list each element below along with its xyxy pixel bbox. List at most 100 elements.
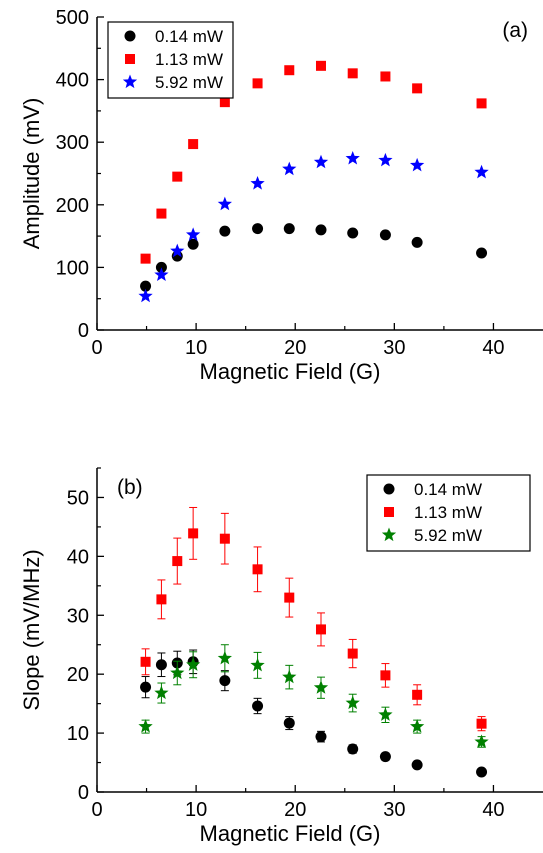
legend-marker	[381, 527, 397, 542]
data-point	[219, 533, 230, 544]
data-point	[217, 650, 232, 665]
series-star	[138, 644, 489, 748]
data-point	[474, 734, 489, 748]
x-tick-label: 0	[91, 799, 102, 821]
data-point	[315, 624, 326, 635]
y-tick-label: 400	[56, 70, 89, 92]
legend-label: 5.92 mW	[414, 526, 482, 545]
data-point	[412, 689, 423, 700]
y-tick-label: 300	[56, 132, 89, 154]
data-point	[140, 253, 151, 264]
y-tick-label: 0	[78, 782, 89, 804]
x-tick-label: 0	[91, 337, 102, 359]
x-tick-label: 10	[185, 799, 207, 821]
data-point	[315, 60, 326, 71]
data-point	[380, 71, 391, 82]
x-tick-label: 30	[383, 799, 405, 821]
series-star	[138, 150, 489, 303]
legend-marker	[384, 507, 394, 517]
data-point	[412, 83, 423, 94]
y-tick-label: 30	[67, 605, 89, 627]
data-point	[172, 171, 183, 182]
x-tick-label: 40	[482, 337, 504, 359]
y-tick-label: 20	[67, 664, 89, 686]
data-point	[476, 766, 488, 778]
legend-label: 0.14 mW	[414, 480, 482, 499]
data-point	[154, 685, 169, 700]
data-point	[156, 594, 167, 605]
data-point	[379, 751, 391, 763]
data-point	[378, 152, 393, 167]
data-point	[379, 229, 391, 241]
data-point	[345, 150, 360, 165]
x-tick-label: 20	[284, 799, 306, 821]
legend: 0.14 mW 1.13 mW 5.92 mW	[107, 21, 234, 99]
legend-label: 5.92 mW	[155, 73, 223, 92]
data-point	[315, 224, 327, 236]
chart-panel-b: 0 10 20 30 40 0 10 20 30 40 50 Magnetic Field (G) Sl…	[19, 467, 543, 846]
data-point	[282, 669, 297, 684]
data-point	[313, 154, 329, 169]
data-point	[170, 243, 185, 258]
series-square	[140, 506, 487, 732]
panel-label: (b)	[117, 476, 143, 499]
y-tick-label: 50	[67, 487, 89, 509]
series-circle	[140, 649, 488, 778]
legend-label: 1.13 mW	[155, 50, 223, 69]
data-point	[155, 261, 167, 273]
legend: 0.14 mW 1.13 mW 5.92 mW	[366, 474, 531, 552]
data-point	[250, 657, 265, 672]
data-point	[140, 681, 152, 693]
x-axis-title: Magnetic Field (G)	[200, 821, 381, 846]
legend-label: 1.13 mW	[414, 503, 482, 522]
data-point	[217, 196, 232, 211]
y-axis-title: Amplitude (mV)	[19, 98, 44, 250]
data-point	[156, 208, 167, 219]
data-point	[252, 700, 264, 712]
data-point	[313, 680, 329, 694]
y-tick-label: 0	[78, 320, 89, 342]
data-point	[252, 564, 263, 575]
data-point	[187, 238, 199, 250]
data-point	[282, 161, 297, 176]
y-axis-title: Slope (mV/MHz)	[19, 549, 44, 710]
data-point	[250, 176, 265, 190]
y-tick-label: 40	[67, 546, 89, 568]
data-point	[411, 759, 423, 771]
data-point	[140, 280, 152, 292]
y-tick-label: 500	[56, 7, 89, 29]
data-point	[170, 665, 185, 680]
series-square	[140, 60, 487, 264]
data-point	[380, 670, 391, 681]
data-point	[219, 225, 231, 237]
data-point	[476, 718, 487, 729]
y-tick-label: 100	[56, 257, 89, 279]
legend-marker	[383, 483, 395, 495]
data-point	[347, 227, 359, 239]
data-point	[283, 223, 295, 235]
panel-label: (a)	[502, 19, 528, 42]
data-point	[172, 556, 183, 567]
x-axis-title: Magnetic Field (G)	[200, 359, 381, 384]
data-point	[154, 267, 169, 281]
data-point	[219, 675, 231, 687]
data-point	[347, 648, 358, 659]
x-tick-label: 40	[482, 799, 504, 821]
x-tick-label: 30	[383, 337, 405, 359]
data-point	[347, 743, 359, 755]
data-point	[252, 78, 263, 89]
data-point	[411, 236, 423, 248]
data-point	[315, 731, 327, 743]
data-point	[138, 288, 153, 303]
x-tick-label: 10	[185, 337, 207, 359]
data-point	[188, 139, 199, 150]
data-point	[378, 707, 393, 721]
data-point	[140, 656, 151, 667]
data-point	[138, 719, 153, 733]
x-tick-label: 20	[284, 337, 306, 359]
data-point	[410, 719, 425, 733]
legend-label: 0.14 mW	[155, 27, 223, 46]
legend-marker	[124, 30, 136, 42]
